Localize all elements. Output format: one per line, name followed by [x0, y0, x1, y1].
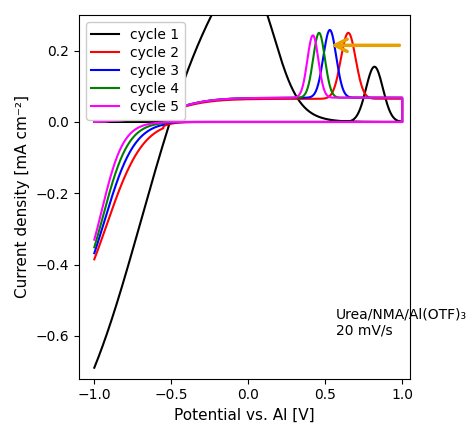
Line: cycle 5: cycle 5 [94, 35, 402, 240]
cycle 3 [201, 119, 207, 124]
Text: Urea/NMA/Al(OTF)₃
20 mV/s: Urea/NMA/Al(OTF)₃ 20 mV/s [336, 307, 467, 338]
cycle 4 [370, 119, 376, 124]
cycle 3 [91, 119, 97, 124]
cycle 2 [131, 117, 137, 122]
cycle 5 [283, 95, 288, 100]
cycle 1 [103, 334, 109, 339]
cycle 5 [91, 119, 97, 124]
cycle 1 [283, 119, 288, 124]
cycle 3 [392, 95, 398, 100]
cycle 5 [103, 191, 109, 197]
Legend: cycle 1, cycle 2, cycle 3, cycle 4, cycle 5: cycle 1, cycle 2, cycle 3, cycle 4, cycl… [86, 22, 185, 120]
Line: cycle 1: cycle 1 [94, 0, 402, 368]
cycle 2 [392, 96, 398, 102]
cycle 4 [91, 119, 97, 124]
cycle 2 [91, 119, 97, 124]
cycle 4 [131, 117, 137, 122]
cycle 2 [91, 257, 97, 262]
cycle 5 [392, 95, 398, 100]
Line: cycle 4: cycle 4 [94, 33, 402, 247]
cycle 1 [201, 27, 207, 32]
cycle 2 [283, 96, 288, 102]
cycle 3 [327, 27, 333, 32]
cycle 3 [91, 251, 97, 256]
cycle 2 [346, 30, 351, 35]
Y-axis label: Current density [mA cm⁻²]: Current density [mA cm⁻²] [15, 95, 30, 298]
cycle 1 [392, 117, 398, 122]
cycle 5 [91, 237, 97, 242]
Line: cycle 3: cycle 3 [94, 30, 402, 253]
cycle 3 [370, 119, 376, 124]
cycle 4 [316, 30, 322, 35]
cycle 5 [131, 117, 137, 122]
cycle 4 [91, 245, 97, 250]
cycle 4 [283, 95, 288, 100]
cycle 5 [370, 119, 376, 124]
cycle 5 [310, 33, 316, 38]
cycle 3 [103, 214, 109, 219]
cycle 4 [392, 95, 398, 100]
cycle 4 [201, 119, 207, 124]
X-axis label: Potential vs. Al [V]: Potential vs. Al [V] [174, 408, 315, 423]
cycle 2 [370, 119, 376, 124]
cycle 3 [131, 117, 137, 122]
cycle 1 [91, 365, 97, 371]
cycle 2 [201, 120, 207, 125]
Line: cycle 2: cycle 2 [94, 33, 402, 259]
cycle 4 [103, 203, 109, 208]
cycle 5 [201, 119, 207, 124]
cycle 1 [91, 119, 97, 124]
cycle 2 [103, 225, 109, 230]
cycle 1 [131, 119, 137, 124]
cycle 3 [283, 95, 288, 100]
cycle 1 [371, 119, 376, 124]
